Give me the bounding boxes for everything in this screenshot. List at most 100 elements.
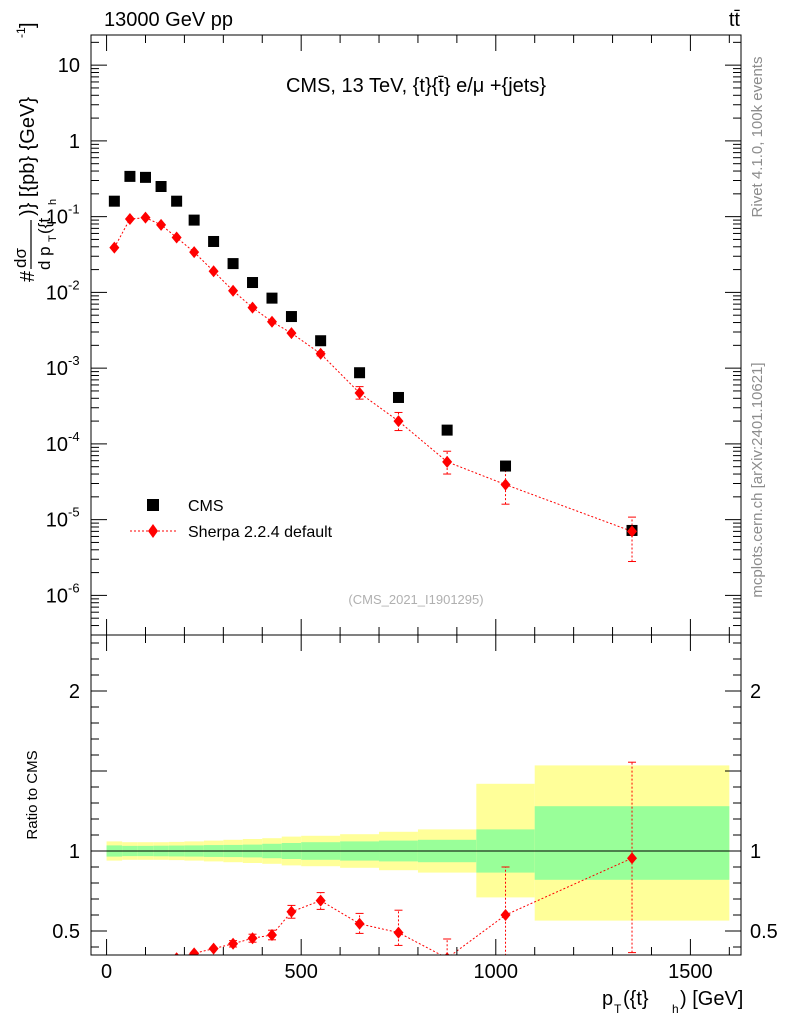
ratio-sherpa-point (156, 955, 166, 967)
sherpa-point (442, 455, 453, 468)
main-ytick-label: 10 -6 (46, 580, 80, 607)
mcplots-label: mcplots.cern.ch [arXiv:2401.10621] (749, 362, 766, 597)
cms-point (441, 424, 453, 436)
ratio-xtick-label: 0 (101, 961, 112, 983)
main-ytick-label-exp: -5 (68, 505, 80, 520)
ratio-xtick-labels: 0 500 1000 1500 (101, 961, 713, 983)
ylabel-denominator-arg: ({t (35, 218, 54, 234)
main-ytick-label: 10 -1 (46, 202, 80, 229)
cms-point (108, 195, 120, 207)
main-ytick-label-base: 1 (69, 131, 80, 153)
ylabel-denominator-sub: T (47, 235, 59, 242)
sherpa-point (208, 265, 219, 278)
main-ytick-label: 10 -4 (46, 429, 80, 456)
sherpa-point (171, 231, 182, 244)
main-ytick-label-exp: -1 (68, 202, 80, 217)
main-frame (90, 34, 742, 636)
ratio-ytick-label-right: 2 (750, 681, 761, 703)
sherpa-point (228, 284, 239, 297)
ratio-sherpa-point (627, 852, 638, 865)
ratio-xtick-label: 1500 (668, 961, 713, 983)
sherpa-point (266, 315, 277, 328)
sherpa-point (627, 525, 638, 538)
cms-point (500, 460, 512, 472)
main-ytick-label: 10 -5 (46, 505, 80, 532)
ratio-sherpa-point (500, 909, 511, 921)
cms-point (392, 391, 404, 403)
ylabel-denominator-arg-sub: h (47, 199, 59, 205)
ratio-frame (90, 634, 742, 956)
ratio-sherpa-point (247, 932, 258, 945)
legend: CMS Sherpa 2.2.4 default (130, 498, 333, 541)
ratio-ytick-label-right: 1 (750, 841, 761, 863)
xlabel-units: ) [GeV] (680, 988, 743, 1010)
ratio-ytick-label-left: 2 (69, 681, 80, 703)
ratio-xlabel: p T ({t} h ) [GeV] (602, 988, 743, 1016)
ylabel-hash: # (17, 270, 39, 282)
sherpa-point (500, 478, 511, 491)
sherpa-line (113, 217, 633, 532)
main-ytick-label-base: 10 (46, 207, 68, 229)
ylabel-units-exp: -1 (14, 27, 28, 38)
ratio-sherpa-point (140, 959, 150, 971)
process-label: tt̄ (729, 9, 741, 31)
ylabel-units-close: ] (17, 22, 39, 28)
main-ytick-label-base: 10 (46, 282, 68, 304)
ratio-sherpa-point (174, 952, 179, 955)
sherpa-point (315, 347, 326, 360)
main-ytick-label-base: 10 (46, 434, 68, 456)
sherpa-point (140, 211, 151, 224)
energy-label: 13000 GeV pp (104, 9, 233, 31)
main-ytick-label: 10 -2 (46, 277, 80, 304)
sherpa-point (189, 246, 200, 259)
legend-sherpa-label: Sherpa 2.2.4 default (188, 524, 333, 541)
ratio-ytick-labels: 0.5 0.5 1 1 2 2 (52, 681, 778, 943)
ratio-xtick-label: 1000 (474, 961, 519, 983)
ratio-bands (106, 765, 730, 921)
legend-sherpa-marker (148, 524, 158, 538)
sherpa-point (124, 213, 135, 226)
main-ytick-label-base: 10 (58, 55, 80, 77)
ratio-ytick-label-left: 1 (69, 841, 80, 863)
chart-title: CMS, 13 TeV, {t}{t̄} e/μ +{jets} (286, 75, 546, 97)
ratio-sherpa-point (125, 962, 135, 974)
sherpa-point (354, 386, 365, 399)
sherpa-point (286, 327, 297, 340)
ratio-sherpa-point (266, 929, 277, 941)
cms-point (285, 311, 297, 323)
ratio-sherpa-point (208, 942, 219, 955)
main-ytick-label-exp: -6 (68, 580, 80, 595)
legend-cms-label: CMS (188, 498, 224, 515)
ratio-sherpa-point (393, 926, 404, 939)
cms-point (171, 195, 183, 207)
main-ytick-label-base: 10 (46, 510, 68, 532)
ratio-ytick-label-left: 0.5 (52, 921, 80, 943)
xlabel-arg: ({t} (623, 988, 649, 1010)
main-ticks (91, 35, 741, 636)
ylabel-denominator: d p (35, 246, 54, 270)
main-ytick-label-base: 10 (46, 358, 68, 380)
cms-point (227, 258, 239, 270)
main-ytick-label-exp: -4 (68, 429, 80, 444)
xlabel-p: p (602, 988, 613, 1010)
ratio-ylabel: Ratio to CMS (24, 750, 41, 839)
cms-point (354, 367, 366, 379)
ratio-sherpa-point (444, 952, 450, 955)
cms-point (315, 335, 327, 347)
ratio-marks (125, 761, 638, 974)
sherpa-point (393, 415, 404, 428)
main-ytick-label-exp: -2 (68, 277, 80, 292)
main-ytick-label: 10 -3 (46, 353, 80, 380)
legend-cms-marker (147, 499, 159, 511)
ratio-sherpa-point (354, 917, 365, 930)
main-ytick-label-exp: -3 (68, 353, 80, 368)
ratio-sherpa-point (286, 905, 297, 918)
xlabel-T: T (614, 1002, 622, 1016)
sherpa-point (247, 301, 258, 314)
rivet-label: Rivet 4.1.0, 100k events (749, 57, 766, 218)
main-ytick-label: 10 (58, 55, 80, 77)
main-ylabel: # dσ d p T ({t h )} [{pb} {GeV} -1 ] (11, 22, 59, 282)
